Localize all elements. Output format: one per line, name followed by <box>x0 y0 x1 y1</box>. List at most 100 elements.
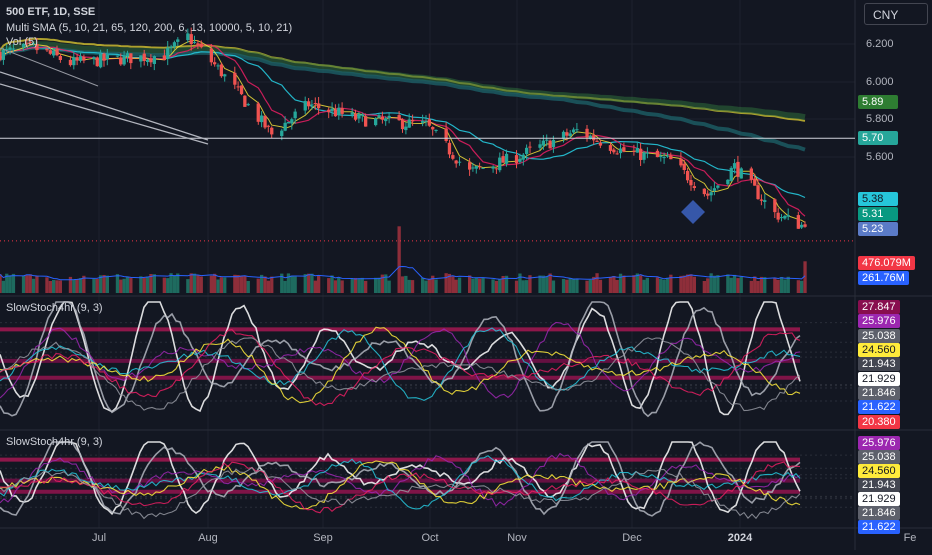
stoch-legend-1[interactable]: SlowStoch4hr (9, 3) <box>6 302 103 314</box>
volume-bar <box>800 280 804 293</box>
candle-body <box>753 179 757 186</box>
candle-body <box>58 56 62 60</box>
volume-bar <box>514 280 519 293</box>
candle-body <box>575 129 579 131</box>
currency-selector[interactable]: CNY <box>864 3 928 25</box>
candle-body <box>588 135 592 139</box>
stoch-legend-2[interactable]: SlowStoch4hr (9, 3) <box>6 436 103 448</box>
candle-body <box>82 56 86 61</box>
volume-bar <box>169 273 173 293</box>
volume-bar <box>753 276 757 293</box>
stoch-line <box>0 301 801 418</box>
volume-bar <box>773 277 777 293</box>
volume-bar <box>434 279 438 293</box>
candle-body <box>102 53 106 61</box>
volume-bar <box>286 273 291 293</box>
volume-bar <box>541 275 545 293</box>
volume-bar <box>504 275 509 293</box>
candle-body <box>0 51 2 60</box>
candle-body <box>702 188 706 195</box>
candle-body <box>31 43 36 45</box>
volume-bar <box>68 276 73 293</box>
price-axis-badge: 261.76M <box>858 271 909 285</box>
volume-bar <box>357 278 361 293</box>
candle-body <box>548 140 552 149</box>
candle-body <box>340 108 344 114</box>
candle-body <box>149 58 153 63</box>
candle-body <box>199 43 203 48</box>
candle-body <box>397 115 401 121</box>
volume-bar <box>196 275 200 293</box>
candle-body <box>11 48 16 50</box>
volume-bar <box>213 273 217 293</box>
indicator-vol-legend[interactable]: Vol (5) <box>6 36 38 48</box>
volume-bar <box>692 276 696 293</box>
volume-bar <box>243 276 247 293</box>
candle-body <box>387 115 391 119</box>
candle-body <box>803 224 807 227</box>
candle-body <box>115 55 120 57</box>
candle-body <box>189 34 193 44</box>
candle-body <box>451 155 455 159</box>
volume-bar <box>468 275 472 293</box>
volume-bar <box>8 275 12 293</box>
candle-body <box>756 185 760 200</box>
volume-bar <box>337 277 341 293</box>
volume-bar <box>146 276 150 293</box>
candle-body <box>209 48 213 63</box>
candle-body <box>709 192 713 196</box>
candle-body <box>75 57 79 61</box>
volume-bar <box>236 275 240 293</box>
volume-bar <box>427 278 431 293</box>
candle-body <box>662 157 666 159</box>
time-tick: Fe <box>903 532 917 544</box>
stoch-line <box>0 327 801 402</box>
indicator-sma-legend[interactable]: Multi SMA (5, 10, 21, 65, 120, 200, 6, 1… <box>6 22 293 34</box>
candle-body <box>72 57 76 66</box>
candle-body <box>196 43 200 46</box>
volume-bar <box>209 275 213 293</box>
volume-bar <box>635 273 639 293</box>
candle-body <box>732 163 737 169</box>
volume-bar <box>377 277 381 293</box>
volume-bar <box>709 273 713 293</box>
candle-body <box>444 128 448 141</box>
candle-body <box>421 120 425 123</box>
volume-bar <box>176 273 180 293</box>
volume-bar <box>48 281 52 293</box>
volume-bar <box>571 278 576 293</box>
volume-bar <box>353 278 358 293</box>
volume-bar <box>551 280 556 293</box>
stoch-line <box>0 326 801 404</box>
stoch1-axis-badge: 27.847 <box>858 300 900 314</box>
candle-body <box>139 55 143 62</box>
time-tick: 2024 <box>727 532 753 544</box>
volume-bar <box>310 273 314 293</box>
volume-bar <box>686 274 690 293</box>
candle-body <box>233 72 237 85</box>
candle-body <box>263 115 267 128</box>
candlesticks <box>0 27 807 229</box>
candle-body <box>166 47 170 59</box>
volume-bar <box>618 273 623 293</box>
volume-bar <box>548 273 552 293</box>
trend-line <box>0 47 99 87</box>
candle-body <box>773 199 777 213</box>
candle-body <box>538 144 542 148</box>
price-axis-badge: 5.70 <box>858 131 898 145</box>
volume-bar <box>313 280 317 293</box>
volume-bar <box>659 278 663 293</box>
candle-body <box>796 215 800 229</box>
volume-bar <box>99 275 103 293</box>
candle-body <box>639 148 643 160</box>
volume-bar <box>219 277 223 293</box>
volume-bar <box>290 275 294 293</box>
candle-body <box>293 111 297 119</box>
symbol-title[interactable]: 500 ETF, 1D, SSE <box>6 6 96 18</box>
candle-body <box>498 157 502 171</box>
candle-body <box>736 161 740 177</box>
volume-bar <box>25 275 29 293</box>
stoch1-axis-badge: 24.560 <box>858 343 900 357</box>
candle-body <box>565 132 569 136</box>
